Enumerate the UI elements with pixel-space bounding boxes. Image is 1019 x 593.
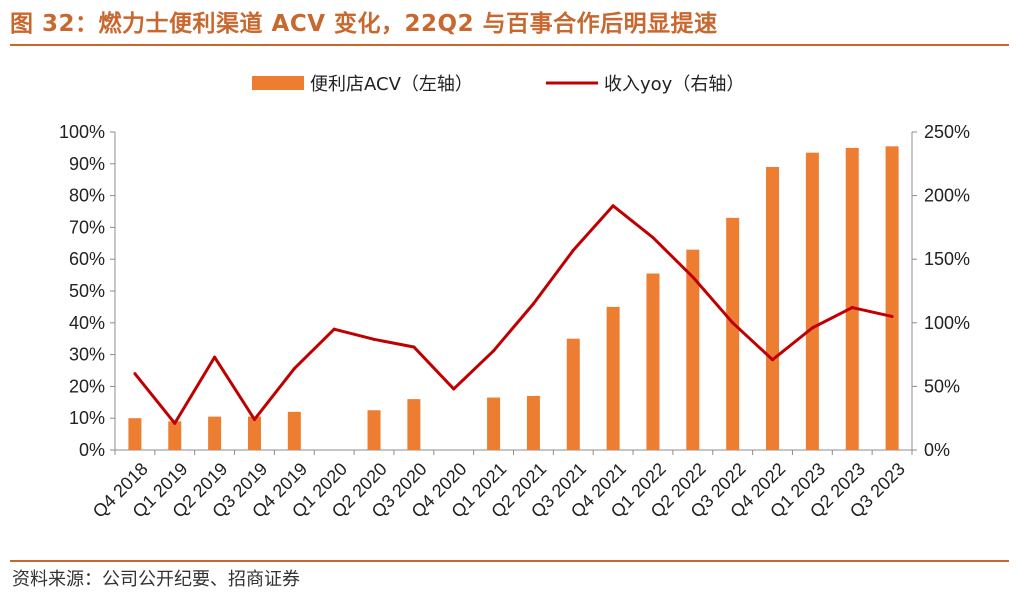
revenue-yoy-point xyxy=(372,337,376,341)
acv-bar xyxy=(606,306,620,450)
left-tick-label: 30% xyxy=(69,345,105,365)
figure-title: 图 32：燃力士便利渠道 ACV 变化，22Q2 与百事合作后明显提速 xyxy=(10,11,718,37)
legend-bar-label: 便利店ACV（左轴） xyxy=(310,74,473,95)
revenue-yoy-point xyxy=(771,358,775,362)
acv-bar xyxy=(526,395,540,450)
acv-bar xyxy=(726,217,740,450)
revenue-yoy-point xyxy=(651,236,655,240)
right-tick-label: 0% xyxy=(924,440,950,460)
axes xyxy=(110,131,917,455)
revenue-yoy-point xyxy=(810,326,814,330)
right-tick-label: 150% xyxy=(924,249,970,269)
revenue-yoy-point xyxy=(412,345,416,349)
bars xyxy=(128,146,899,451)
left-tick-label: 10% xyxy=(69,408,105,428)
acv-bar xyxy=(287,411,301,450)
revenue-yoy-point xyxy=(173,421,177,425)
left-tick-label: 0% xyxy=(79,440,105,460)
left-tick-label: 80% xyxy=(69,186,105,206)
legend-line-label: 收入yoy（右轴） xyxy=(604,74,744,95)
acv-bar xyxy=(128,418,142,450)
acv-bar xyxy=(208,416,222,450)
title-rule xyxy=(10,44,1009,46)
legend: 便利店ACV（左轴） 收入yoy（右轴） xyxy=(252,74,744,95)
right-tick-label: 200% xyxy=(924,186,970,206)
acv-bar xyxy=(646,273,660,450)
line-series xyxy=(133,204,894,425)
ticks: 0% 10% 20% 30% 40% 50% 60% 70% 80% 90% 100% 0% 50% 10… xyxy=(59,122,970,522)
left-tick-label: 60% xyxy=(69,249,105,269)
revenue-yoy-point xyxy=(890,314,894,318)
revenue-yoy-point xyxy=(611,204,615,208)
acv-bar xyxy=(766,166,780,451)
left-tick-label: 20% xyxy=(69,376,105,396)
acv-bar xyxy=(367,410,381,450)
acv-bar xyxy=(407,399,421,450)
right-tick-label: 100% xyxy=(924,313,970,333)
revenue-yoy-point xyxy=(213,355,217,359)
source-note: 资料来源：公司公开纪要、招商证券 xyxy=(12,569,300,590)
left-tick-label: 90% xyxy=(69,154,105,174)
revenue-yoy-point xyxy=(133,372,137,376)
acv-bar xyxy=(566,338,580,450)
acv-bar xyxy=(247,416,261,450)
revenue-yoy-point xyxy=(332,327,336,331)
revenue-yoy-point xyxy=(571,248,575,252)
right-tick-label: 250% xyxy=(924,122,970,142)
bottom-rule xyxy=(10,560,1009,562)
acv-bar xyxy=(885,146,899,450)
acv-bar xyxy=(168,421,182,450)
revenue-yoy-point xyxy=(452,387,456,391)
revenue-yoy-point xyxy=(531,302,535,306)
right-tick-label: 50% xyxy=(924,376,960,396)
revenue-yoy-point xyxy=(292,367,296,371)
left-tick-label: 100% xyxy=(59,122,105,142)
acv-bar xyxy=(686,249,700,450)
revenue-yoy-line xyxy=(133,204,893,425)
legend-bar-swatch xyxy=(252,76,304,90)
acv-bar xyxy=(845,147,859,450)
revenue-yoy-point xyxy=(731,321,735,325)
revenue-yoy-point xyxy=(691,275,695,279)
left-tick-label: 50% xyxy=(69,281,105,301)
left-tick-label: 70% xyxy=(69,217,105,237)
left-tick-label: 40% xyxy=(69,313,105,333)
revenue-yoy-point xyxy=(252,417,256,421)
revenue-yoy-point xyxy=(492,349,496,353)
acv-bar xyxy=(487,397,501,450)
revenue-yoy-point xyxy=(850,306,854,310)
acv-bar xyxy=(805,152,819,451)
